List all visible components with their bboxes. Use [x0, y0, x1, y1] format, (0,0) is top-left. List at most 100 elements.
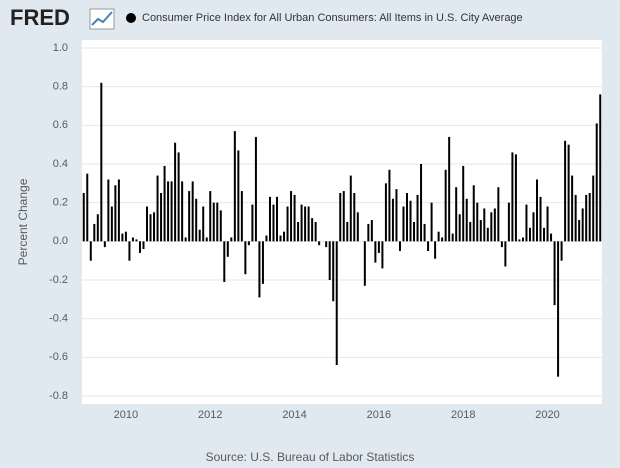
bar [550, 233, 553, 242]
bar [226, 241, 229, 257]
bar [406, 193, 408, 242]
bar [156, 175, 159, 242]
bar [135, 239, 138, 242]
bar [142, 241, 145, 250]
bar [195, 198, 198, 242]
y-tick-label: 0.4 [53, 158, 68, 170]
bar [237, 150, 240, 242]
bar [409, 200, 412, 242]
bar [128, 241, 131, 261]
bar [300, 204, 303, 242]
bar [272, 204, 275, 242]
bar [233, 131, 236, 242]
bar [318, 241, 321, 246]
y-tick-label: 0.6 [53, 119, 68, 131]
bar [592, 175, 595, 242]
bar [160, 193, 163, 242]
legend-marker [126, 13, 136, 23]
bar [297, 222, 300, 242]
bar [244, 241, 247, 275]
bar [96, 214, 99, 242]
bar [332, 241, 335, 302]
bar [184, 237, 187, 242]
bar [427, 241, 430, 251]
bar [240, 191, 243, 242]
y-tick-label: -0.2 [49, 274, 68, 286]
plot-area [82, 40, 602, 404]
bar [381, 241, 384, 269]
y-tick-label: -0.8 [49, 390, 68, 402]
bar [391, 198, 394, 242]
bar [448, 136, 451, 242]
y-tick-label: 0.8 [53, 81, 68, 93]
bar [265, 235, 268, 242]
bar [560, 241, 563, 261]
x-tick-label: 2020 [535, 409, 559, 421]
y-axis-label: Percent Change [16, 178, 30, 265]
bar [388, 169, 391, 242]
bar [465, 198, 468, 242]
bar [146, 206, 148, 242]
bar [536, 179, 538, 242]
x-tick-label: 2010 [114, 409, 138, 421]
bar [384, 183, 387, 242]
bar [163, 165, 166, 242]
bar [370, 220, 373, 242]
bar [230, 237, 233, 242]
bar [314, 222, 317, 242]
bar [188, 191, 191, 242]
x-tick-label: 2012 [198, 409, 222, 421]
bar [532, 212, 535, 242]
bar [89, 241, 92, 261]
y-tick-label: 1.0 [53, 42, 68, 54]
bar [490, 212, 493, 242]
bar [434, 241, 437, 259]
bar [86, 173, 89, 242]
bar [219, 210, 222, 242]
bar [247, 241, 250, 246]
bar [441, 237, 444, 242]
bar [398, 241, 401, 251]
bar [356, 212, 359, 242]
y-tick-label: 0.2 [53, 197, 68, 209]
bar [293, 194, 296, 242]
bar [307, 206, 310, 242]
bar [202, 206, 205, 242]
bar [261, 241, 264, 284]
bar [124, 231, 127, 242]
bar [191, 181, 194, 242]
bar [117, 179, 120, 242]
bar [121, 233, 124, 242]
bar [585, 194, 588, 242]
bar [174, 142, 177, 242]
bar [167, 181, 170, 242]
legend-label: Consumer Price Index for All Urban Consu… [142, 12, 523, 24]
bar [268, 196, 271, 242]
bar [198, 229, 201, 242]
x-tick-label: 2018 [451, 409, 475, 421]
bar [543, 227, 546, 242]
bar [258, 241, 261, 298]
bar [290, 191, 293, 242]
bar [444, 169, 447, 242]
logo-icon [89, 8, 115, 30]
logo: FRED [10, 5, 70, 30]
bar [149, 214, 152, 242]
bar [349, 175, 352, 242]
bar [402, 206, 405, 242]
y-tick-label: -0.6 [49, 351, 68, 363]
bar [110, 206, 113, 242]
bar [451, 233, 454, 242]
bar [574, 194, 577, 242]
bar [395, 189, 398, 242]
bar [514, 154, 517, 242]
bar [469, 222, 472, 242]
bar [114, 185, 117, 242]
bar [304, 206, 307, 242]
bar [581, 208, 584, 242]
bar [311, 218, 314, 242]
bar [423, 223, 426, 242]
bar [279, 235, 282, 242]
